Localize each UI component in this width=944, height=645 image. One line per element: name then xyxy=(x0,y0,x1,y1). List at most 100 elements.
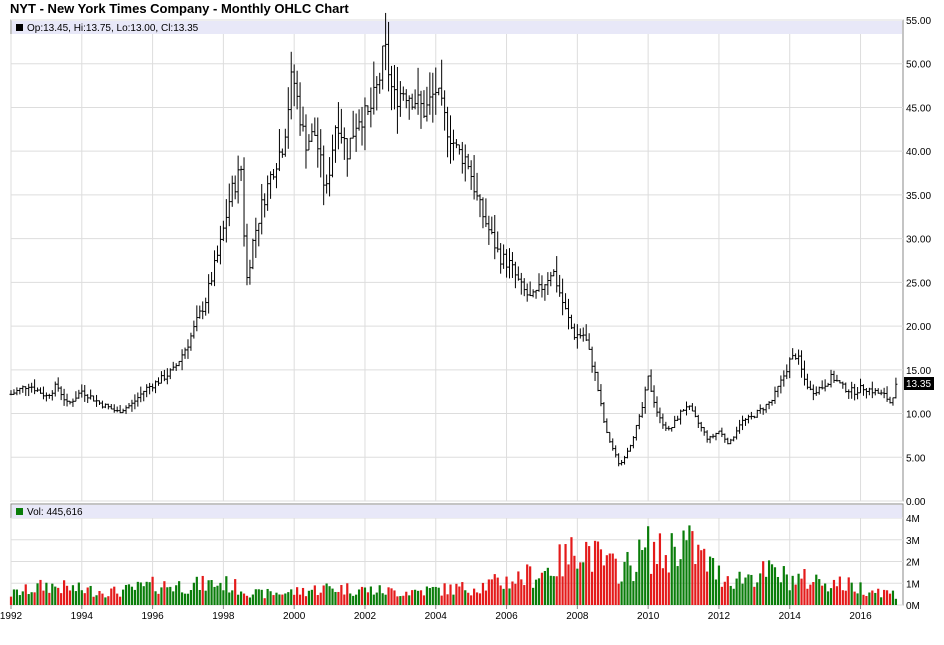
volume-bar xyxy=(24,584,27,605)
volume-bar xyxy=(148,582,151,605)
volume-bar xyxy=(12,589,16,605)
volume-bar xyxy=(172,591,175,605)
price-tick-label: 25.00 xyxy=(906,278,931,289)
volume-bar xyxy=(242,593,246,605)
volume-bar xyxy=(325,583,328,605)
volume-bar xyxy=(877,588,880,605)
volume-bar xyxy=(175,585,178,605)
volume-bar xyxy=(15,589,18,605)
volume-bar xyxy=(180,592,184,605)
volume-bar xyxy=(735,578,738,605)
volume-bar xyxy=(756,582,759,605)
volume-bar xyxy=(313,585,316,605)
volume-bar xyxy=(414,589,417,605)
volume-bar xyxy=(617,583,620,605)
volume-bar xyxy=(301,587,305,605)
volume-bar xyxy=(45,582,48,605)
last-price-box xyxy=(904,377,934,390)
volume-bar xyxy=(747,574,750,605)
volume-bar xyxy=(546,567,549,605)
volume-bar xyxy=(127,584,131,605)
volume-bar xyxy=(178,581,181,605)
volume-bar xyxy=(537,578,541,605)
volume-bar xyxy=(310,589,313,605)
volume-bar xyxy=(470,595,473,605)
volume-bar xyxy=(119,596,122,605)
volume-bar xyxy=(422,595,426,605)
volume-bar xyxy=(48,592,51,605)
price-tick-label: 30.00 xyxy=(906,235,931,246)
volume-bar xyxy=(104,597,107,605)
volume-bar xyxy=(856,593,859,605)
volume-bar xyxy=(449,584,452,605)
volume-bar xyxy=(576,568,579,605)
volume-bar xyxy=(136,581,139,605)
volume-bar xyxy=(815,574,818,605)
price-tick-label: 40.00 xyxy=(906,147,931,158)
x-tick-label: 2000 xyxy=(283,611,306,622)
volume-bar xyxy=(773,567,777,605)
volume-bar xyxy=(703,548,706,605)
volume-legend-swatch xyxy=(16,508,23,515)
volume-bar xyxy=(824,583,827,605)
volume-bar xyxy=(770,564,774,605)
price-grid xyxy=(10,19,903,502)
volume-bar xyxy=(821,585,824,605)
volume-bar xyxy=(210,580,213,605)
volume-bar xyxy=(880,597,883,605)
volume-bar xyxy=(428,588,431,605)
volume-bar xyxy=(694,564,697,605)
volume-bar xyxy=(664,555,667,605)
volume-bar xyxy=(585,541,588,605)
volume-bar xyxy=(281,594,284,605)
volume-legend-band xyxy=(12,505,902,518)
volume-bar xyxy=(514,583,517,605)
volume-bar xyxy=(304,596,308,605)
volume-bar xyxy=(390,588,393,605)
volume-bar xyxy=(697,544,700,605)
x-tick-label: 1998 xyxy=(212,611,235,622)
price-tick-label: 55.00 xyxy=(906,16,931,27)
volume-bar xyxy=(688,525,691,605)
volume-bar xyxy=(363,587,367,605)
volume-bar xyxy=(366,592,370,605)
volume-bar xyxy=(652,541,656,605)
volume-bar xyxy=(667,572,670,605)
volume-bar xyxy=(744,577,747,605)
volume-bar xyxy=(700,550,703,605)
volume-bar xyxy=(396,596,399,605)
x-tick-label: 2004 xyxy=(425,611,448,622)
volume-bar xyxy=(605,555,608,605)
volume-bar xyxy=(54,586,57,605)
volume-bar xyxy=(791,575,794,605)
volume-bar xyxy=(381,593,384,605)
price-tick-label: 5.00 xyxy=(906,453,926,464)
volume-bar xyxy=(83,593,86,605)
volume-bar xyxy=(408,595,411,605)
volume-bar xyxy=(809,584,812,605)
volume-bar xyxy=(475,592,479,605)
volume-bar xyxy=(797,573,800,605)
volume-bar xyxy=(89,585,92,605)
volume-bar xyxy=(691,531,694,605)
volume-bar xyxy=(844,590,847,605)
volume-bar xyxy=(434,586,437,605)
volume-bar xyxy=(818,579,821,605)
volume-bar xyxy=(166,587,169,605)
volume-bar xyxy=(632,581,635,605)
volume-bar xyxy=(759,573,762,605)
volume-bar xyxy=(207,580,210,605)
volume-bar xyxy=(160,587,163,605)
volume-bar xyxy=(711,557,715,605)
volume-bar xyxy=(894,598,898,605)
volume-bar xyxy=(590,571,594,605)
volume-bar xyxy=(307,590,311,605)
volume-bar xyxy=(850,582,853,605)
volume-bar xyxy=(68,590,72,605)
volume-bar xyxy=(440,595,443,605)
volume-bar xyxy=(762,561,765,605)
volume-bar xyxy=(219,582,222,605)
volume-bar xyxy=(741,583,744,605)
volume-bar xyxy=(635,571,638,605)
volume-bar xyxy=(402,595,405,605)
